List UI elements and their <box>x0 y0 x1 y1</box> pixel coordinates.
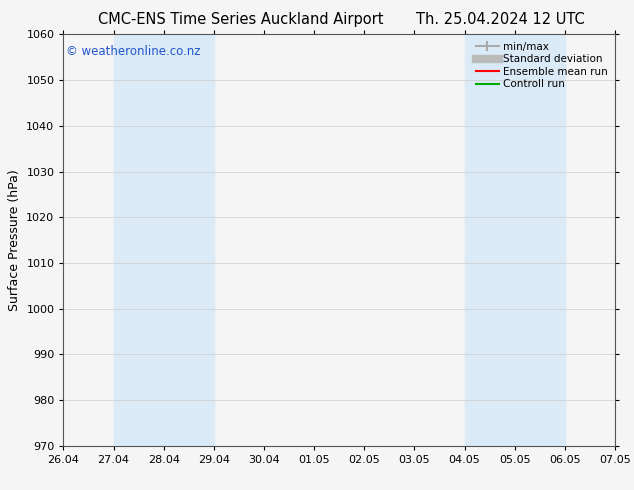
Text: Th. 25.04.2024 12 UTC: Th. 25.04.2024 12 UTC <box>417 12 585 27</box>
Text: © weatheronline.co.nz: © weatheronline.co.nz <box>66 45 200 58</box>
Bar <box>465 34 565 446</box>
Bar <box>615 34 634 446</box>
Y-axis label: Surface Pressure (hPa): Surface Pressure (hPa) <box>8 169 21 311</box>
Text: CMC-ENS Time Series Auckland Airport: CMC-ENS Time Series Auckland Airport <box>98 12 384 27</box>
Legend: min/max, Standard deviation, Ensemble mean run, Controll run: min/max, Standard deviation, Ensemble me… <box>472 37 612 94</box>
Bar <box>113 34 214 446</box>
